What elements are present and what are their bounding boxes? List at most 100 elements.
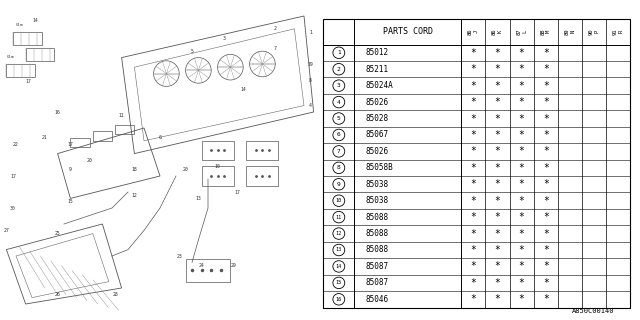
Text: *: * <box>495 64 500 74</box>
Bar <box>186 259 230 282</box>
Text: *: * <box>543 114 548 124</box>
Text: *: * <box>495 114 500 124</box>
Text: *: * <box>543 212 548 222</box>
Text: 9: 9 <box>69 167 72 172</box>
Text: 14: 14 <box>336 264 342 269</box>
Text: *: * <box>543 196 548 206</box>
Text: *: * <box>470 196 476 206</box>
Bar <box>246 166 278 186</box>
Text: 86
K: 86 K <box>492 28 503 35</box>
Text: *: * <box>470 212 476 222</box>
Text: 85026: 85026 <box>365 98 388 107</box>
Text: 27: 27 <box>4 228 9 233</box>
Text: 2: 2 <box>274 26 276 31</box>
Text: 15: 15 <box>336 280 342 285</box>
Text: *: * <box>470 97 476 107</box>
Text: 13: 13 <box>196 196 201 201</box>
Text: 13: 13 <box>336 247 342 252</box>
Text: 85028: 85028 <box>365 114 388 123</box>
Text: *: * <box>518 146 525 156</box>
Text: 85026: 85026 <box>365 147 388 156</box>
Text: 10: 10 <box>336 198 342 203</box>
Text: 17: 17 <box>234 189 239 195</box>
Text: 26: 26 <box>55 292 60 297</box>
Text: *: * <box>518 196 525 206</box>
Bar <box>202 166 234 186</box>
Text: 85088: 85088 <box>365 245 388 254</box>
Text: *: * <box>495 163 500 173</box>
Text: 16: 16 <box>336 297 342 302</box>
Text: *: * <box>495 97 500 107</box>
Text: 87
L: 87 L <box>516 28 527 35</box>
Text: 1: 1 <box>337 50 340 55</box>
Text: *: * <box>518 179 525 189</box>
Text: 89
N: 89 N <box>564 28 575 35</box>
Text: *: * <box>543 163 548 173</box>
Text: *: * <box>543 179 548 189</box>
Text: 12: 12 <box>132 193 137 198</box>
Bar <box>6 64 35 77</box>
Text: *: * <box>470 163 476 173</box>
Text: *: * <box>518 97 525 107</box>
Text: 85087: 85087 <box>365 278 388 287</box>
Text: 4: 4 <box>309 103 312 108</box>
Text: 85067: 85067 <box>365 131 388 140</box>
Text: 14: 14 <box>241 87 246 92</box>
Text: 3: 3 <box>223 36 225 41</box>
Text: *: * <box>495 146 500 156</box>
Text: *: * <box>543 130 548 140</box>
Bar <box>70 138 90 147</box>
Text: *: * <box>470 64 476 74</box>
Text: 85211: 85211 <box>365 65 388 74</box>
Bar <box>115 125 134 134</box>
Text: *: * <box>495 245 500 255</box>
Text: 85024A: 85024A <box>365 81 393 90</box>
Text: *: * <box>518 114 525 124</box>
Text: 6: 6 <box>159 135 161 140</box>
Text: A850C00140: A850C00140 <box>572 308 614 314</box>
Bar <box>202 141 234 160</box>
Text: *: * <box>495 228 500 239</box>
Text: *: * <box>518 130 525 140</box>
Text: 10: 10 <box>215 164 220 169</box>
Text: 8: 8 <box>337 165 340 170</box>
Text: 14: 14 <box>32 18 38 23</box>
Text: 85058B: 85058B <box>365 163 393 172</box>
Text: *: * <box>518 64 525 74</box>
Text: PARTS CORD: PARTS CORD <box>383 27 433 36</box>
Text: *: * <box>470 294 476 304</box>
Text: *: * <box>470 179 476 189</box>
Text: 90
P: 90 P <box>589 28 600 35</box>
Text: *: * <box>470 278 476 288</box>
Text: *: * <box>495 212 500 222</box>
Text: 86
J: 86 J <box>468 28 479 35</box>
Text: 85046: 85046 <box>365 295 388 304</box>
Text: *: * <box>470 245 476 255</box>
Text: 29: 29 <box>231 263 236 268</box>
Text: *: * <box>495 81 500 91</box>
Text: *: * <box>470 130 476 140</box>
Text: 11: 11 <box>119 113 124 118</box>
Text: 2: 2 <box>337 67 340 72</box>
Bar <box>93 131 112 141</box>
Text: 17: 17 <box>68 141 73 147</box>
Bar <box>246 141 278 160</box>
Text: 85088: 85088 <box>365 229 388 238</box>
Text: *: * <box>470 114 476 124</box>
Text: *: * <box>495 179 500 189</box>
Text: *: * <box>495 294 500 304</box>
Text: *: * <box>518 163 525 173</box>
Text: *: * <box>518 294 525 304</box>
Text: *: * <box>543 64 548 74</box>
Text: 30: 30 <box>10 205 15 211</box>
Text: *: * <box>470 81 476 91</box>
Text: 7: 7 <box>274 45 276 51</box>
Text: *: * <box>495 48 500 58</box>
Text: 85038: 85038 <box>365 180 388 189</box>
Text: *: * <box>543 245 548 255</box>
Text: 25: 25 <box>55 231 60 236</box>
Text: 9: 9 <box>337 182 340 187</box>
Text: 17: 17 <box>10 173 15 179</box>
Text: 8: 8 <box>309 77 312 83</box>
Bar <box>13 32 42 45</box>
